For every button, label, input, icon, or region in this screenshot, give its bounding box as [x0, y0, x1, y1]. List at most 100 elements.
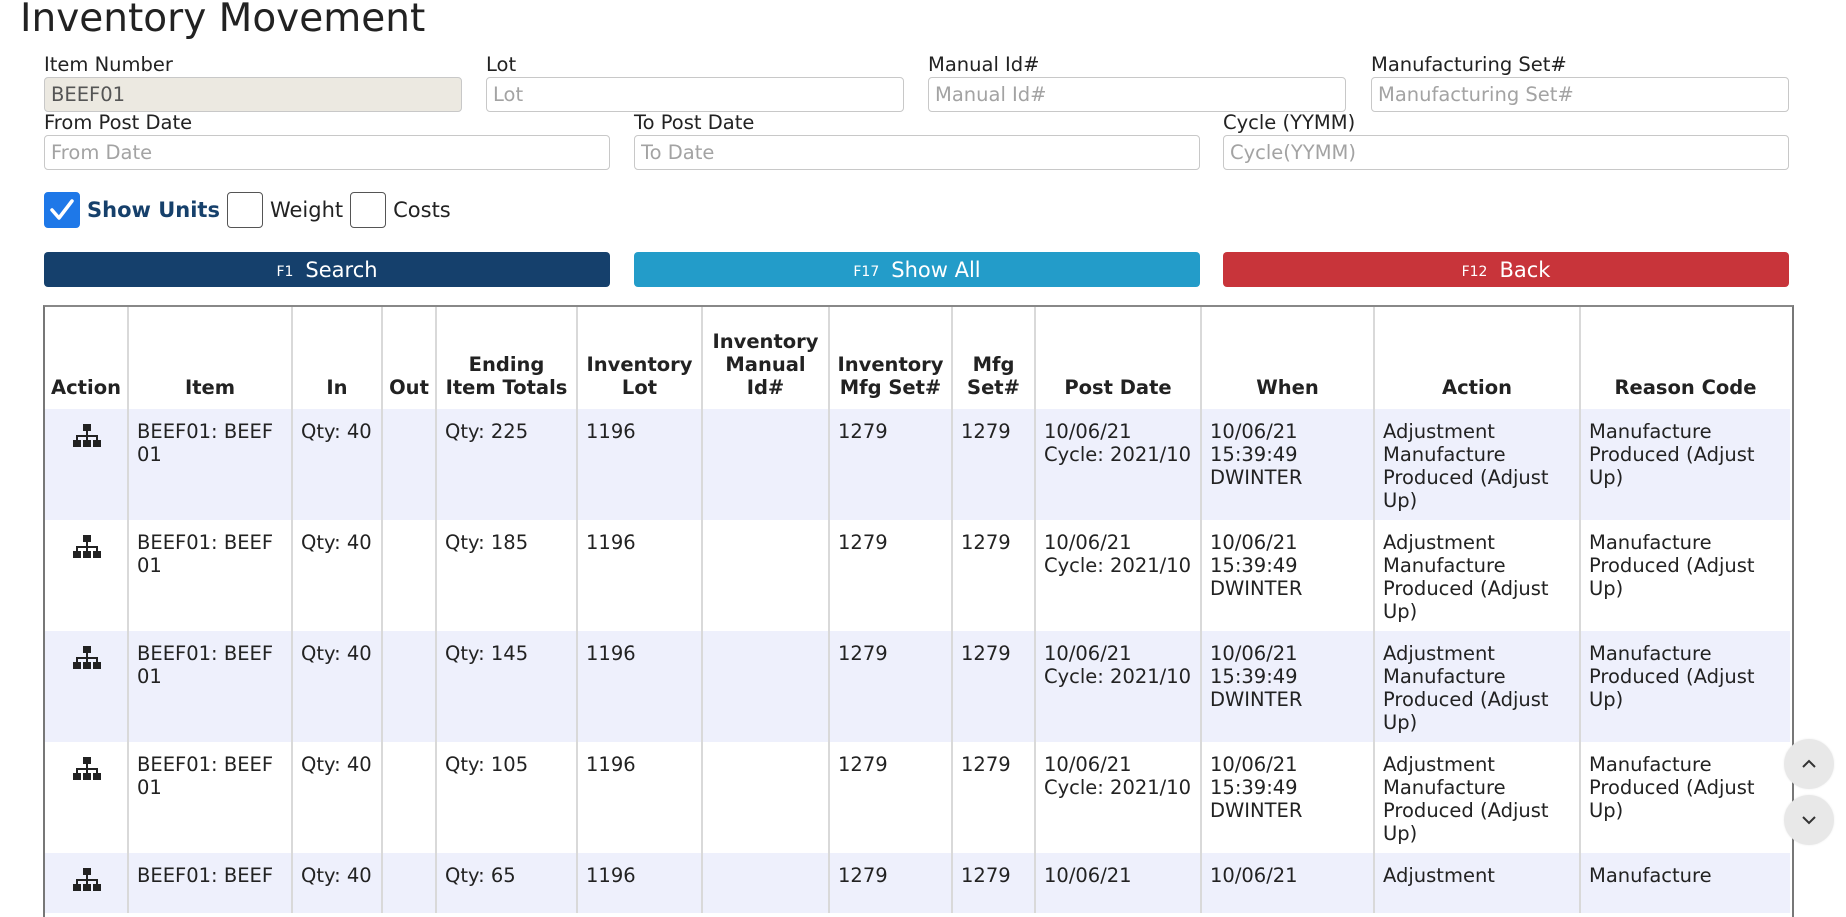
inventory-lot-cell: 1196	[577, 631, 703, 742]
col-header[interactable]: Inventory Mfg Set#	[829, 307, 953, 409]
col-header[interactable]: Action	[1374, 307, 1581, 409]
when-cell: 10/06/21 15:39:49 DWINTER	[1201, 631, 1375, 742]
inventory-manual-id-cell	[702, 631, 830, 742]
col-header[interactable]: Mfg Set#	[952, 307, 1036, 409]
post-date: 10/06/21	[1044, 864, 1132, 887]
action-cell: Adjustment Manufacture Produced (Adjust …	[1374, 742, 1581, 853]
when-time: 15:39:49	[1210, 776, 1298, 799]
ending-totals-cell: Qty: 105	[436, 742, 578, 853]
mfg-set-input[interactable]	[1371, 77, 1789, 112]
manual-id-label: Manual Id#	[928, 53, 1040, 76]
col-header[interactable]: Ending Item Totals	[436, 307, 578, 409]
back-button[interactable]: F12 Back	[1223, 252, 1789, 287]
page-title: Inventory Movement	[20, 0, 426, 41]
mfg-set-cell: 1279	[952, 853, 1036, 913]
table-row: BEEF01: BEEF 01 Qty: 40 Qty: 225 1196 1279 12…	[45, 409, 1790, 520]
weight-label[interactable]: Weight	[269, 198, 344, 222]
mfg-set-cell: 1279	[952, 742, 1036, 853]
cycle-input[interactable]	[1223, 135, 1789, 170]
inventory-lot-cell: 1196	[577, 742, 703, 853]
hierarchy-icon	[72, 868, 101, 891]
row-action-cell[interactable]	[45, 520, 129, 631]
show-all-button[interactable]: F17 Show All	[634, 252, 1200, 287]
from-post-date-label: From Post Date	[44, 111, 193, 134]
weight-checkbox[interactable]	[226, 192, 263, 228]
ending-totals-cell: Qty: 225	[436, 409, 578, 520]
when-date: 10/06/21	[1210, 864, 1298, 887]
manual-id-input[interactable]	[928, 77, 1346, 112]
action-cell: Adjustment Manufacture Produced (Adjust …	[1374, 409, 1581, 520]
movement-table: Action Item In Out Ending Item Totals In…	[45, 307, 1790, 913]
display-options: Show Units Weight Costs	[44, 192, 458, 228]
scroll-up-button[interactable]	[1784, 739, 1834, 789]
item-number-label: Item Number	[44, 53, 173, 76]
in-cell: Qty: 40	[292, 409, 383, 520]
in-cell: Qty: 40	[292, 520, 383, 631]
search-button[interactable]: F1 Search	[44, 252, 610, 287]
reason-code-cell: Manufacture Produced (Adjust Up)	[1580, 742, 1790, 853]
mfg-set-cell: 1279	[952, 631, 1036, 742]
mfg-set-field: Manufacturing Set#	[1371, 53, 1789, 112]
item-cell: BEEF01: BEEF	[128, 853, 293, 913]
row-action-cell[interactable]	[45, 742, 129, 853]
from-post-date-input[interactable]	[44, 135, 610, 170]
col-header[interactable]: Item	[128, 307, 293, 409]
when-user: DWINTER	[1210, 799, 1303, 822]
item-cell: BEEF01: BEEF 01	[128, 631, 293, 742]
hierarchy-icon	[72, 646, 101, 669]
reason-code-cell: Manufacture Produced (Adjust Up)	[1580, 409, 1790, 520]
inventory-manual-id-cell	[702, 520, 830, 631]
row-action-cell[interactable]	[45, 409, 129, 520]
item-cell: BEEF01: BEEF 01	[128, 520, 293, 631]
lot-input[interactable]	[486, 77, 904, 112]
table-row: BEEF01: BEEF 01 Qty: 40 Qty: 145 1196 1279 12…	[45, 631, 1790, 742]
col-header[interactable]: Out	[382, 307, 437, 409]
to-post-date-input[interactable]	[634, 135, 1200, 170]
inventory-mfg-set-cell: 1279	[829, 853, 953, 913]
check-icon	[50, 199, 74, 220]
inventory-manual-id-cell	[702, 409, 830, 520]
chevron-up-icon	[1802, 759, 1816, 768]
show-units-checkbox[interactable]	[44, 192, 80, 228]
out-cell	[382, 853, 437, 913]
when-time: 15:39:49	[1210, 665, 1298, 688]
col-header[interactable]: Inventory Manual Id#	[702, 307, 830, 409]
row-action-cell[interactable]	[45, 631, 129, 742]
table-row: BEEF01: BEEF 01 Qty: 40 Qty: 105 1196 1279 12…	[45, 742, 1790, 853]
when-cell: 10/06/21	[1201, 853, 1375, 913]
cycle: Cycle: 2021/10	[1044, 443, 1192, 466]
chevron-down-icon	[1802, 816, 1816, 825]
post-date: 10/06/21	[1044, 642, 1132, 665]
item-number-input[interactable]	[44, 77, 462, 112]
col-header[interactable]: Inventory Lot	[577, 307, 703, 409]
movement-table-container[interactable]: Action Item In Out Ending Item Totals In…	[43, 305, 1794, 917]
scroll-down-button[interactable]	[1784, 795, 1834, 845]
when-user: DWINTER	[1210, 577, 1303, 600]
when-date: 10/06/21	[1210, 642, 1298, 665]
cycle: Cycle: 2021/10	[1044, 776, 1192, 799]
post-date-cell: 10/06/21 Cycle: 2021/10	[1035, 520, 1202, 631]
inventory-mfg-set-cell: 1279	[829, 631, 953, 742]
item-number-field: Item Number	[44, 53, 462, 112]
inventory-lot-cell: 1196	[577, 853, 703, 913]
show-all-key-hint: F17	[853, 263, 880, 280]
post-date-cell: 10/06/21 Cycle: 2021/10	[1035, 409, 1202, 520]
hierarchy-icon	[72, 424, 101, 447]
in-cell: Qty: 40	[292, 631, 383, 742]
row-action-cell[interactable]	[45, 853, 129, 913]
col-header[interactable]: Action	[45, 307, 129, 409]
col-header[interactable]: When	[1201, 307, 1375, 409]
show-units-label[interactable]: Show Units	[87, 198, 220, 222]
col-header[interactable]: Reason Code	[1580, 307, 1790, 409]
table-row: BEEF01: BEEF Qty: 40 Qty: 65 1196 1279 1279 10…	[45, 853, 1790, 913]
inventory-lot-cell: 1196	[577, 520, 703, 631]
costs-label[interactable]: Costs	[393, 198, 451, 222]
costs-checkbox[interactable]	[350, 192, 387, 228]
item-cell: BEEF01: BEEF 01	[128, 409, 293, 520]
col-header[interactable]: Post Date	[1035, 307, 1202, 409]
back-button-label: Back	[1499, 257, 1551, 282]
item-cell: BEEF01: BEEF 01	[128, 742, 293, 853]
col-header[interactable]: In	[292, 307, 383, 409]
when-date: 10/06/21	[1210, 531, 1298, 554]
action-cell: Adjustment Manufacture Produced (Adjust …	[1374, 631, 1581, 742]
